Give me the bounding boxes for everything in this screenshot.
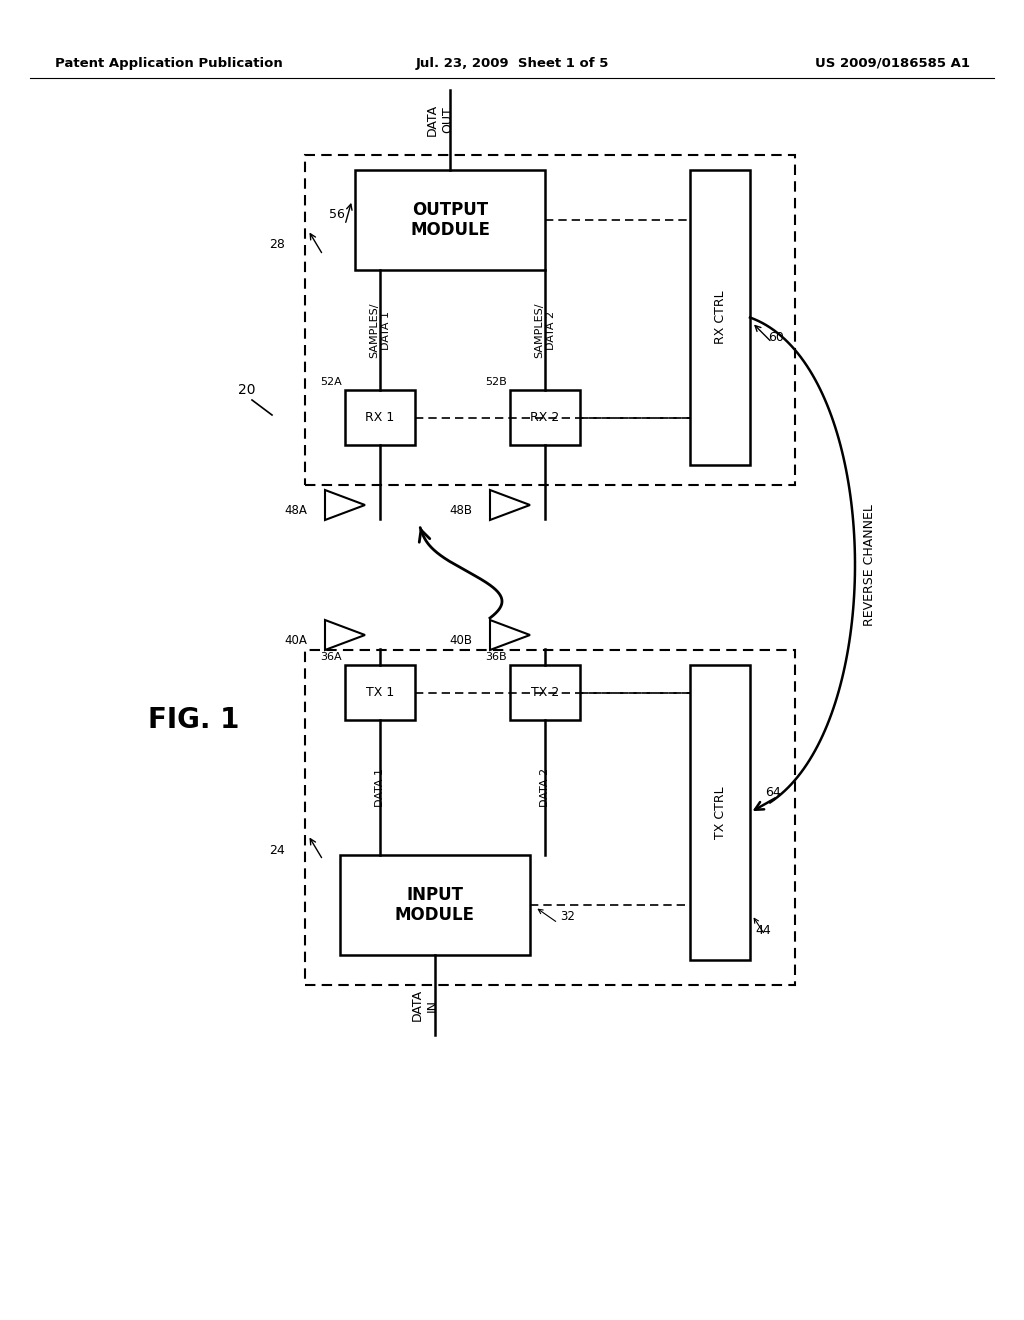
- Bar: [305, 154, 795, 484]
- Text: RX CTRL: RX CTRL: [714, 290, 726, 345]
- Text: US 2009/0186585 A1: US 2009/0186585 A1: [815, 57, 970, 70]
- Bar: [510, 665, 580, 719]
- Text: Patent Application Publication: Patent Application Publication: [55, 57, 283, 70]
- Bar: [690, 170, 750, 465]
- Text: 36A: 36A: [321, 652, 342, 663]
- Text: 52B: 52B: [485, 378, 507, 387]
- Text: 32: 32: [560, 911, 574, 924]
- Text: 28: 28: [269, 239, 285, 252]
- Text: DATA 1: DATA 1: [375, 768, 385, 807]
- Bar: [345, 389, 415, 445]
- Bar: [510, 389, 580, 445]
- Bar: [345, 665, 415, 719]
- Text: RX 2: RX 2: [530, 411, 560, 424]
- Bar: [340, 855, 530, 954]
- Text: 56: 56: [329, 209, 345, 222]
- Text: Jul. 23, 2009  Sheet 1 of 5: Jul. 23, 2009 Sheet 1 of 5: [416, 57, 608, 70]
- Bar: [305, 649, 795, 985]
- Text: 36B: 36B: [485, 652, 507, 663]
- Text: REVERSE CHANNEL: REVERSE CHANNEL: [863, 504, 876, 626]
- Text: OUTPUT
MODULE: OUTPUT MODULE: [410, 201, 490, 239]
- Text: 24: 24: [269, 843, 285, 857]
- Bar: [690, 665, 750, 960]
- Text: 44: 44: [755, 924, 771, 936]
- Text: 48A: 48A: [284, 503, 307, 516]
- Text: RX 1: RX 1: [366, 411, 394, 424]
- Text: SAMPLES/
DATA 2: SAMPLES/ DATA 2: [535, 302, 556, 358]
- Text: DATA
OUT: DATA OUT: [426, 104, 454, 136]
- Text: TX 2: TX 2: [530, 686, 559, 700]
- Bar: [355, 170, 545, 271]
- Text: DATA
IN: DATA IN: [411, 989, 439, 1022]
- Text: 52A: 52A: [321, 378, 342, 387]
- Text: 60: 60: [768, 331, 784, 345]
- Text: TX CTRL: TX CTRL: [714, 787, 726, 838]
- Text: 64: 64: [765, 785, 780, 799]
- Text: TX 1: TX 1: [366, 686, 394, 700]
- Text: DATA 2: DATA 2: [540, 768, 550, 807]
- Text: 40B: 40B: [449, 634, 472, 647]
- Text: 40A: 40A: [284, 634, 307, 647]
- Text: INPUT
MODULE: INPUT MODULE: [395, 886, 475, 924]
- Text: SAMPLES/
DATA 1: SAMPLES/ DATA 1: [370, 302, 391, 358]
- Text: 20: 20: [238, 383, 256, 397]
- Text: 48B: 48B: [449, 503, 472, 516]
- Text: FIG. 1: FIG. 1: [148, 706, 240, 734]
